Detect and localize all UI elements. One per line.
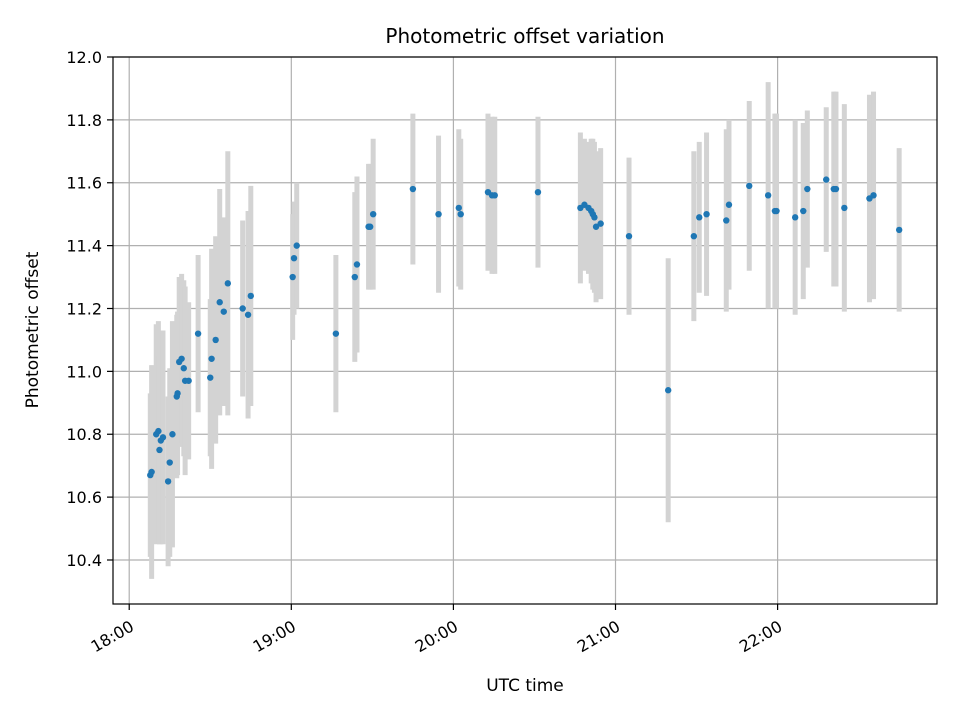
- data-point: [244, 311, 252, 318]
- data-point: [591, 214, 598, 221]
- data-point: [841, 204, 848, 212]
- data-point: [353, 261, 361, 268]
- data-point: [166, 459, 173, 466]
- data-point: [208, 355, 215, 362]
- data-point: [207, 374, 214, 381]
- data-point: [155, 427, 162, 435]
- data-point: [169, 431, 176, 438]
- data-point: [159, 434, 167, 441]
- data-point: [216, 299, 223, 306]
- data-point: [148, 468, 155, 476]
- plot-frame: [112, 56, 938, 605]
- data-point: [194, 330, 202, 337]
- data-point: [455, 204, 463, 212]
- data-point: [725, 201, 733, 208]
- data-point: [174, 390, 181, 397]
- data-point: [220, 308, 227, 315]
- data-point: [895, 226, 903, 234]
- data-point: [592, 223, 600, 230]
- data-point: [351, 273, 358, 281]
- data-point: [823, 176, 830, 183]
- y-tick-label: 10.6: [66, 488, 102, 507]
- y-tick-label: 11.4: [66, 237, 102, 256]
- data-point: [369, 210, 377, 218]
- data-point: [764, 192, 772, 199]
- data-point: [491, 192, 498, 199]
- data-point: [239, 305, 246, 312]
- data-point: [746, 182, 753, 190]
- chart-title: Photometric offset variation: [385, 24, 664, 48]
- data-point: [247, 292, 254, 300]
- x-axis-label: UTC time: [486, 676, 564, 696]
- data-point: [178, 355, 185, 362]
- data-point: [457, 210, 464, 218]
- data-points: [147, 176, 903, 485]
- y-tick-label: 11.2: [66, 299, 102, 318]
- data-point: [435, 210, 442, 218]
- data-point: [293, 242, 300, 249]
- data-point: [723, 217, 730, 224]
- y-axis: 10.4 10.6 10.8 11.0 11.2 11.4 11.6 11.8 12.0: [66, 48, 113, 570]
- data-point: [625, 232, 633, 240]
- data-point: [185, 377, 192, 384]
- data-point: [224, 280, 232, 287]
- data-point: [212, 336, 219, 344]
- data-point: [800, 207, 807, 215]
- data-point: [289, 273, 296, 281]
- data-point: [366, 223, 374, 230]
- data-point: [164, 478, 172, 485]
- y-tick-label: 12.0: [66, 48, 102, 67]
- y-tick-label: 10.4: [66, 551, 102, 570]
- y-axis-label: Photometric offset: [23, 251, 43, 408]
- y-tick-label: 11.8: [66, 111, 102, 130]
- data-point: [534, 188, 542, 196]
- data-point: [870, 192, 877, 199]
- data-point: [664, 387, 672, 394]
- y-tick-label: 10.8: [66, 425, 102, 444]
- y-tick-label: 11.0: [66, 362, 102, 381]
- data-point: [791, 214, 799, 221]
- data-point: [409, 185, 417, 193]
- data-point: [773, 207, 780, 215]
- data-point: [696, 214, 703, 221]
- data-point: [832, 185, 840, 193]
- data-point: [290, 254, 298, 262]
- data-point: [156, 446, 163, 454]
- data-point: [804, 185, 811, 193]
- data-point: [703, 210, 710, 218]
- data-point: [690, 232, 698, 240]
- data-point: [180, 365, 187, 372]
- data-point: [332, 330, 340, 337]
- data-point: [597, 220, 604, 227]
- y-tick-label: 11.6: [66, 174, 102, 193]
